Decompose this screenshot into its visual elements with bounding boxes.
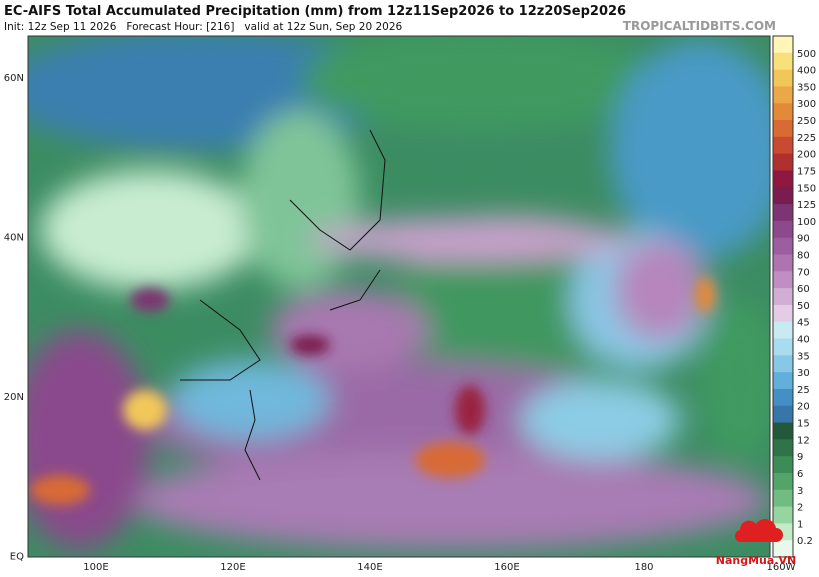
colorbar-label: 20 — [797, 402, 810, 413]
colorbar-label: 150 — [797, 183, 816, 194]
colorbar-label: 9 — [797, 452, 803, 463]
colorbar-swatch — [773, 388, 793, 407]
title: EC-AIFS Total Accumulated Precipitation … — [4, 4, 626, 19]
colorbar-label: 225 — [797, 133, 816, 144]
colorbar-swatch — [773, 422, 793, 440]
colorbar-swatch — [773, 237, 793, 255]
watermark-text: NangMua.VN — [716, 554, 796, 567]
colorbar-swatch — [773, 472, 793, 491]
colorbar-label: 0.2 — [797, 536, 813, 547]
colorbar-label: 70 — [797, 267, 810, 278]
colorbar-swatch — [773, 103, 793, 121]
colorbar-label: 35 — [797, 351, 810, 362]
colorbar-swatch — [773, 69, 793, 87]
colorbar-swatch — [773, 304, 793, 323]
colorbar-label: 90 — [797, 234, 810, 245]
colorbar-label: 60 — [797, 284, 810, 295]
lon-labels: 100E 120E 140E 160E 180 160W — [83, 562, 795, 573]
colorbar-label: 25 — [797, 385, 810, 396]
colorbar-swatch — [773, 288, 793, 306]
colorbar-label: 50 — [797, 301, 810, 312]
colorbar-label: 175 — [797, 166, 816, 177]
colorbar-label: 350 — [797, 82, 816, 93]
colorbar-swatch — [773, 489, 793, 508]
colorbar-label: 250 — [797, 116, 816, 127]
colorbar-swatch — [773, 405, 793, 424]
lon-label: 180 — [634, 562, 653, 573]
colorbar-swatch — [773, 187, 793, 205]
site-name: TROPICALTIDBITS.COM — [623, 19, 776, 33]
colorbar-swatch — [773, 136, 793, 155]
colorbar-swatch — [773, 506, 793, 524]
colorbar-swatch — [773, 456, 793, 474]
colorbar-swatch — [773, 321, 793, 340]
colorbar-label: 500 — [797, 49, 816, 60]
colorbar-label: 30 — [797, 368, 810, 379]
colorbar-swatch — [773, 120, 793, 138]
colorbar-swatch — [773, 52, 793, 71]
colorbar-swatch — [773, 439, 793, 457]
colorbar-label: 15 — [797, 419, 810, 430]
colorbar-swatch — [773, 372, 793, 390]
subtitle: Init: 12z Sep 11 2026 Forecast Hour: [21… — [4, 21, 403, 33]
lon-label: 120E — [220, 562, 245, 573]
lat-label: EQ — [10, 552, 24, 563]
colorbar-swatch — [773, 86, 793, 104]
colorbar-swatch — [773, 271, 793, 289]
colorbar-swatch — [773, 220, 793, 239]
colorbar-frame — [772, 35, 794, 558]
lon-label: 100E — [83, 562, 108, 573]
precip-field — [28, 36, 770, 557]
colorbar-label: 40 — [797, 335, 810, 346]
lat-label: 40N — [4, 233, 24, 244]
colorbar-label: 12 — [797, 435, 810, 446]
lon-label: 160W — [767, 562, 796, 573]
colorbar-label: 80 — [797, 250, 810, 261]
colorbar-label: 100 — [797, 217, 816, 228]
watermark: NangMua.VN — [716, 519, 796, 567]
colorbar-swatch — [773, 338, 793, 356]
colorbar-swatch — [773, 204, 793, 222]
colorbar-swatch — [773, 170, 793, 188]
colorbar-swatch — [773, 36, 793, 54]
colorbar-swatch — [773, 254, 793, 272]
map-frame — [27, 35, 771, 558]
colorbar-label: 2 — [797, 503, 803, 514]
colorbar-label: 45 — [797, 318, 810, 329]
lon-label: 140E — [357, 562, 382, 573]
colorbar-label: 125 — [797, 200, 816, 211]
lat-labels: 60N 40N 20N EQ — [4, 73, 24, 563]
colorbar-label: 3 — [797, 486, 803, 497]
colorbar-label: 400 — [797, 66, 816, 77]
colorbar-label: 200 — [797, 150, 816, 161]
colorbar: 5004003503002502252001751501251009080706… — [772, 35, 816, 558]
colorbar-label: 1 — [797, 519, 803, 530]
lat-label: 60N — [4, 73, 24, 84]
lat-label: 20N — [4, 392, 24, 403]
lon-label: 160E — [494, 562, 519, 573]
colorbar-label: 6 — [797, 469, 803, 480]
colorbar-label: 300 — [797, 99, 816, 110]
colorbar-swatch — [773, 153, 793, 171]
colorbar-swatch — [773, 355, 793, 373]
colorbar-swatch — [773, 540, 793, 558]
